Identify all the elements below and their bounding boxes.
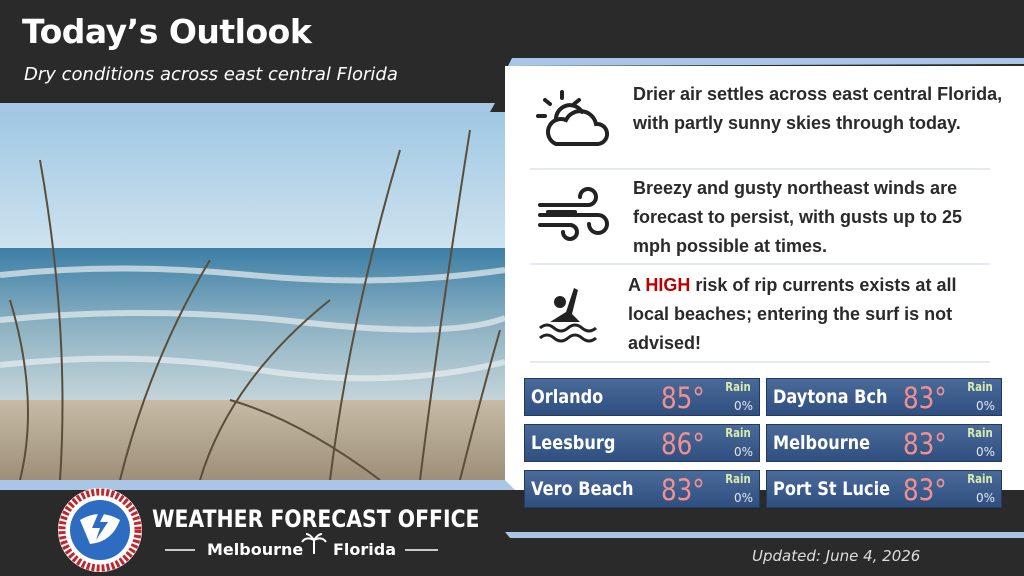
city-card: Vero Beach 83° Rain 0%	[524, 470, 760, 508]
accent-stripe	[0, 103, 495, 112]
icon-sun-cloud	[536, 90, 609, 146]
city-name: Daytona Bch	[773, 386, 888, 408]
palm-icon	[301, 533, 327, 554]
title: Today’s Outlook	[22, 12, 312, 51]
updated: Updated: June 4, 2026	[752, 547, 921, 565]
icon-wind	[538, 187, 609, 241]
rain-label: Rain	[725, 380, 751, 394]
rain-chance: 0%	[733, 445, 753, 459]
rain-label: Rain	[725, 472, 751, 486]
rain-chance: 0%	[733, 491, 753, 505]
rain-chance: 0%	[733, 399, 753, 413]
subtitle: Dry conditions across east central Flori…	[24, 64, 398, 85]
city-temp: 83°	[661, 473, 705, 507]
office-state: Florida	[333, 540, 397, 559]
city-card: Orlando 85° Rain 0%	[524, 378, 760, 416]
text: A	[628, 275, 646, 295]
city-name: Orlando	[531, 386, 604, 408]
rain-chance: 0%	[975, 445, 995, 459]
city-temp: 86°	[661, 427, 705, 461]
statement: A HIGH risk of rip currents exists at al…	[628, 271, 998, 358]
city-card: Leesburg 86° Rain 0%	[524, 424, 760, 462]
separators	[530, 168, 990, 363]
text: risk of rip currents exists at all local…	[628, 275, 957, 353]
nws-logo	[58, 488, 142, 572]
city-name: Vero Beach	[531, 478, 634, 500]
statement: Breezy and gusty northeast winds are for…	[633, 178, 963, 256]
rain-chance: 0%	[975, 399, 995, 413]
city-temp: 83°	[903, 381, 947, 415]
highlight: HIGH	[645, 275, 691, 295]
office-city: Melbourne	[207, 540, 304, 559]
rain-chance: 0%	[975, 491, 995, 505]
city-name: Port St Lucie	[773, 478, 891, 500]
city-card: Port St Lucie 83° Rain 0%	[766, 470, 1002, 508]
accent-stripe	[508, 58, 1024, 66]
city-name: Melbourne	[773, 432, 871, 454]
city-card: Daytona Bch 83° Rain 0%	[766, 378, 1002, 416]
city-name: Leesburg	[531, 432, 616, 454]
rain-label: Rain	[967, 426, 993, 440]
photo-grass	[9, 129, 501, 481]
city-card: Melbourne 83° Rain 0%	[766, 424, 1002, 462]
rain-label: Rain	[967, 472, 993, 486]
accent-stripe	[505, 532, 1024, 538]
city-temp: 85°	[661, 381, 705, 415]
city-temp: 83°	[903, 427, 947, 461]
rain-label: Rain	[725, 426, 751, 440]
photo-sky	[0, 112, 505, 252]
statement: Drier air settles across east central Fl…	[633, 84, 1003, 133]
accent-stripe	[0, 480, 515, 490]
icon-swimmer	[539, 288, 597, 343]
rain-label: Rain	[967, 380, 993, 394]
city-temp: 83°	[903, 473, 947, 507]
office-name: WEATHER FORECAST OFFICE	[152, 505, 480, 533]
header-band	[0, 0, 1024, 103]
